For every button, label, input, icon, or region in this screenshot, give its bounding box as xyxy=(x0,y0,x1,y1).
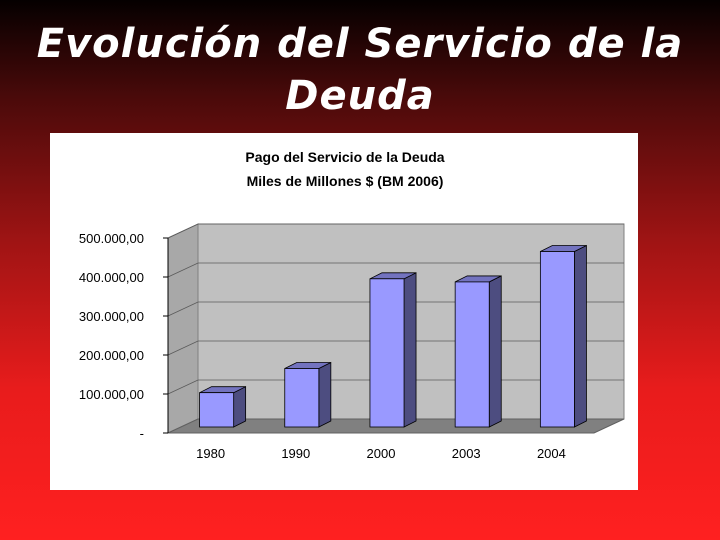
y-tick-label: 400.000,00 xyxy=(79,270,144,285)
bar-side xyxy=(233,386,247,428)
chart-panel: Pago del Servicio de la Deuda Miles de M… xyxy=(50,133,638,490)
y-tick-label: - xyxy=(140,426,144,441)
gridline xyxy=(167,262,624,278)
gridline xyxy=(167,223,624,239)
y-tick-label: 500.000,00 xyxy=(79,231,144,246)
bar xyxy=(539,251,575,428)
x-tick-label: 1980 xyxy=(196,446,225,461)
slide-title-line-1: Evolución del Servicio de la xyxy=(36,21,684,67)
chart-subtitle: Miles de Millones $ (BM 2006) xyxy=(247,173,444,189)
bar-side xyxy=(488,275,502,428)
chart-side-wall xyxy=(167,223,199,434)
x-tick-label: 2004 xyxy=(537,446,566,461)
y-tick-label: 200.000,00 xyxy=(79,348,144,363)
bar-side xyxy=(403,272,417,428)
x-tick-label: 2003 xyxy=(452,446,481,461)
bar-side xyxy=(574,244,587,428)
bar xyxy=(199,392,235,428)
bar-side xyxy=(318,361,332,428)
bar-chart: Pago del Servicio de la Deuda Miles de M… xyxy=(79,149,625,461)
slide-title: Evolución del Servicio de la Deuda xyxy=(0,18,720,122)
bar xyxy=(454,281,490,428)
y-tick-label: 100.000,00 xyxy=(79,387,144,402)
chart-title: Pago del Servicio de la Deuda xyxy=(245,149,444,165)
bar xyxy=(369,278,405,428)
slide-title-line-2: Deuda xyxy=(285,73,435,119)
x-tick-label: 2000 xyxy=(367,446,396,461)
x-tick-label: 1990 xyxy=(281,446,310,461)
y-tick-label: 300.000,00 xyxy=(79,309,144,324)
bar xyxy=(284,368,320,428)
